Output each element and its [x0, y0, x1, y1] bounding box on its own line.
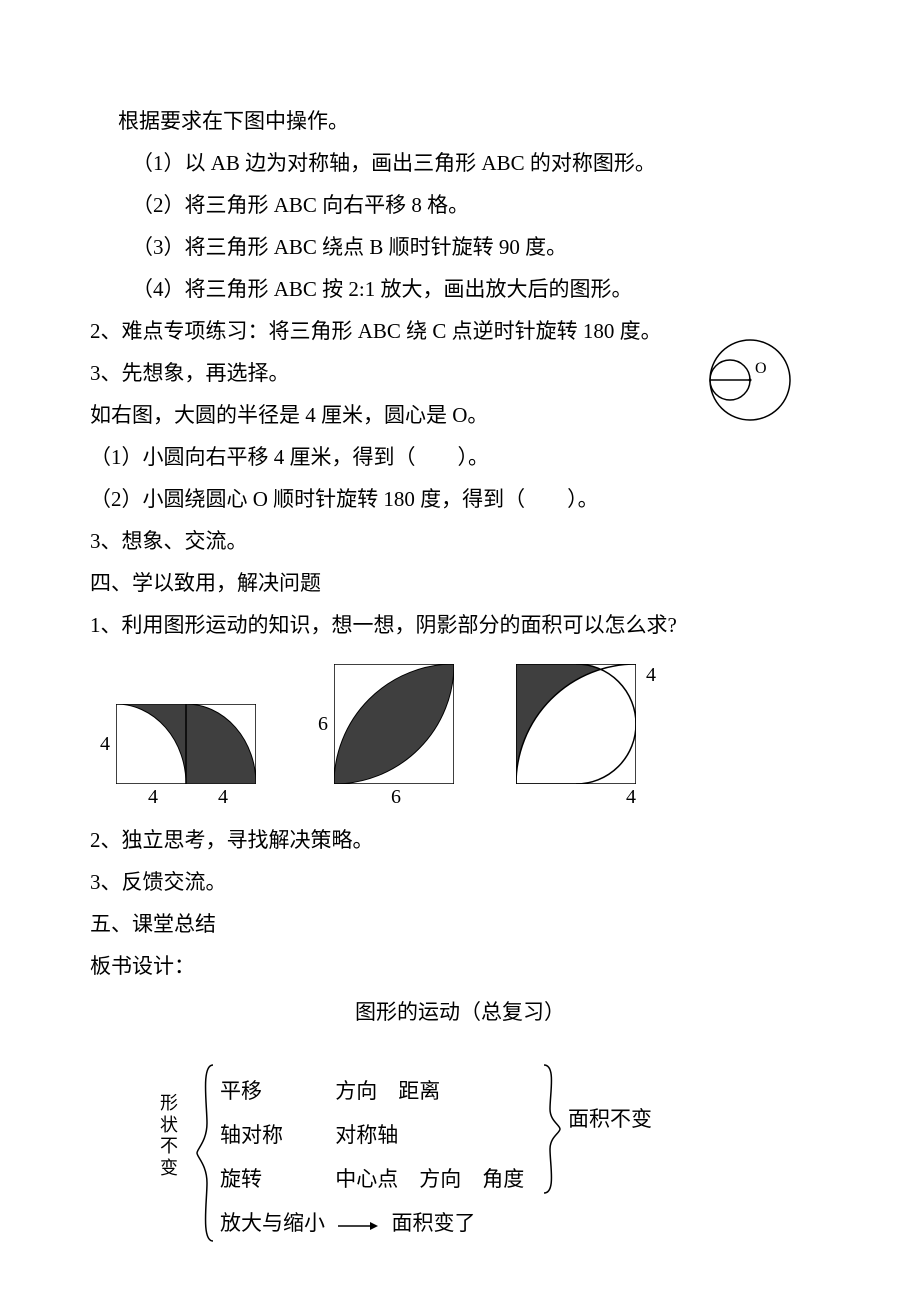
cell: 平移 — [220, 1069, 330, 1113]
text-line: 根据要求在下图中操作。 — [90, 100, 830, 142]
fig1-bottom-labels: 4 4 — [118, 786, 258, 809]
cell: 中心点 方向 角度 — [335, 1157, 524, 1201]
page: 根据要求在下图中操作。 （1）以 AB 边为对称轴，画出三角形 ABC 的对称图… — [0, 0, 920, 1303]
cell: 旋转 — [220, 1157, 330, 1201]
fig2-left-label: 6 — [318, 713, 328, 736]
fig1-b2: 4 — [218, 786, 228, 809]
summary-row: 旋转 中心点 方向 角度 — [220, 1157, 524, 1201]
fig3-right-label: 4 — [646, 664, 656, 687]
text-line: 3、反馈交流。 — [90, 861, 830, 903]
text-line: （2）小圆绕圆心 O 顺时针旋转 180 度，得到（ ）。 — [90, 478, 830, 520]
right-brace-icon — [540, 1063, 562, 1195]
circle-figure: O — [700, 335, 800, 430]
left-vertical-label: 形状不变 — [160, 1093, 180, 1179]
fig3-bottom-label: 4 — [516, 786, 646, 809]
text-line: （4）将三角形 ABC 按 2:1 放大，画出放大后的图形。 — [90, 268, 830, 310]
cell: 放大与缩小 — [220, 1201, 325, 1245]
fig1-b1: 4 — [148, 786, 158, 809]
fig1-left-label: 4 — [100, 733, 110, 756]
label-O: O — [755, 360, 767, 377]
summary-rows: 平移 方向 距离 轴对称 对称轴 旋转 中心点 方向 角度 放大与缩小 面积变了 — [220, 1069, 524, 1245]
text-line: 板书设计： — [90, 945, 830, 987]
arrow-icon — [338, 1203, 378, 1247]
cell: 轴对称 — [220, 1113, 330, 1157]
fig2-svg — [334, 664, 454, 784]
fig2-bottom-label: 6 — [336, 786, 456, 809]
text-line: 3、想象、交流。 — [90, 520, 830, 562]
board-title: 图形的运动（总复习） — [90, 991, 830, 1033]
summary-row: 放大与缩小 面积变了 — [220, 1201, 524, 1245]
section-heading: 五、课堂总结 — [90, 903, 830, 945]
fig3-b: 4 — [626, 786, 636, 809]
text-line: （3）将三角形 ABC 绕点 B 顺时针旋转 90 度。 — [90, 226, 830, 268]
summary-row: 平移 方向 距离 — [220, 1069, 524, 1113]
figures-row: 4 4 4 6 — [100, 664, 830, 809]
figure-1: 4 4 4 — [100, 704, 258, 809]
left-brace-icon — [195, 1063, 217, 1243]
cell: 对称轴 — [335, 1113, 398, 1157]
text-line: （1）以 AB 边为对称轴，画出三角形 ABC 的对称图形。 — [90, 142, 830, 184]
text-line: （2）将三角形 ABC 向右平移 8 格。 — [90, 184, 830, 226]
section-heading: 四、学以致用，解决问题 — [90, 562, 830, 604]
summary-diagram: 形状不变 平移 方向 距离 轴对称 对称轴 旋转 中心点 方向 角度 放大与缩小 — [140, 1063, 740, 1243]
cell: 面积变了 — [392, 1201, 476, 1245]
summary-row: 轴对称 对称轴 — [220, 1113, 524, 1157]
right-label: 面积不变 — [568, 1103, 652, 1133]
text-line: 1、利用图形运动的知识，想一想，阴影部分的面积可以怎么求? — [90, 604, 830, 646]
fig3-svg — [516, 664, 636, 784]
fig1-svg — [116, 704, 256, 784]
fig2-b: 6 — [391, 786, 401, 809]
figure-3: 4 4 — [516, 664, 656, 809]
text-line: （1）小圆向右平移 4 厘米，得到（ ）。 — [90, 436, 830, 478]
text-line: 2、独立思考，寻找解决策略。 — [90, 819, 830, 861]
cell: 方向 距离 — [335, 1069, 440, 1113]
figure-2: 6 6 — [318, 664, 456, 809]
